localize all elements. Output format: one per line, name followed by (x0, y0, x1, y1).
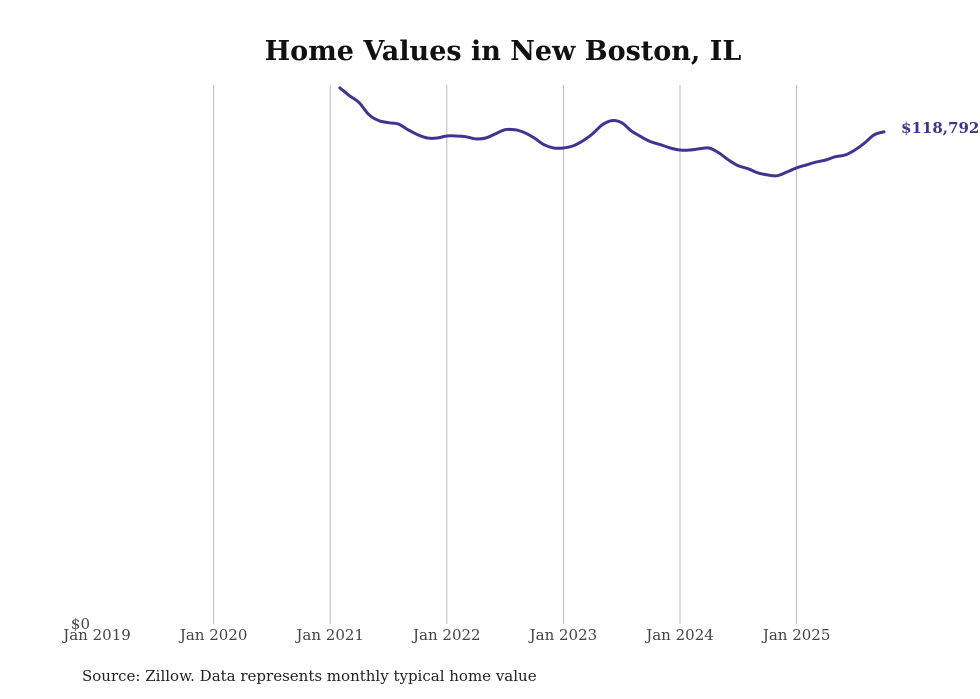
gridlines (213, 85, 798, 624)
y-tick-label: $0 (71, 615, 90, 633)
data-points (339, 87, 885, 176)
end-value-label: $118,792 (901, 119, 979, 137)
source-note: Source: Zillow. Data represents monthly … (82, 667, 537, 685)
x-tick-label: Jan 2023 (528, 626, 598, 644)
x-tick-label: Jan 2020 (178, 626, 248, 644)
x-tick-label: Jan 2019 (61, 626, 131, 644)
chart-title: Home Values in New Boston, IL (265, 36, 742, 67)
x-axis-ticks: Jan 2019 Jan 2020 Jan 2021 Jan 2022 Jan 2023… (61, 626, 830, 644)
x-tick-label: Jan 2021 (294, 626, 364, 644)
x-tick-label: Jan 2025 (761, 626, 831, 644)
series-line (338, 86, 886, 178)
x-tick-label: Jan 2024 (644, 626, 714, 644)
x-tick-label: Jan 2022 (411, 626, 481, 644)
